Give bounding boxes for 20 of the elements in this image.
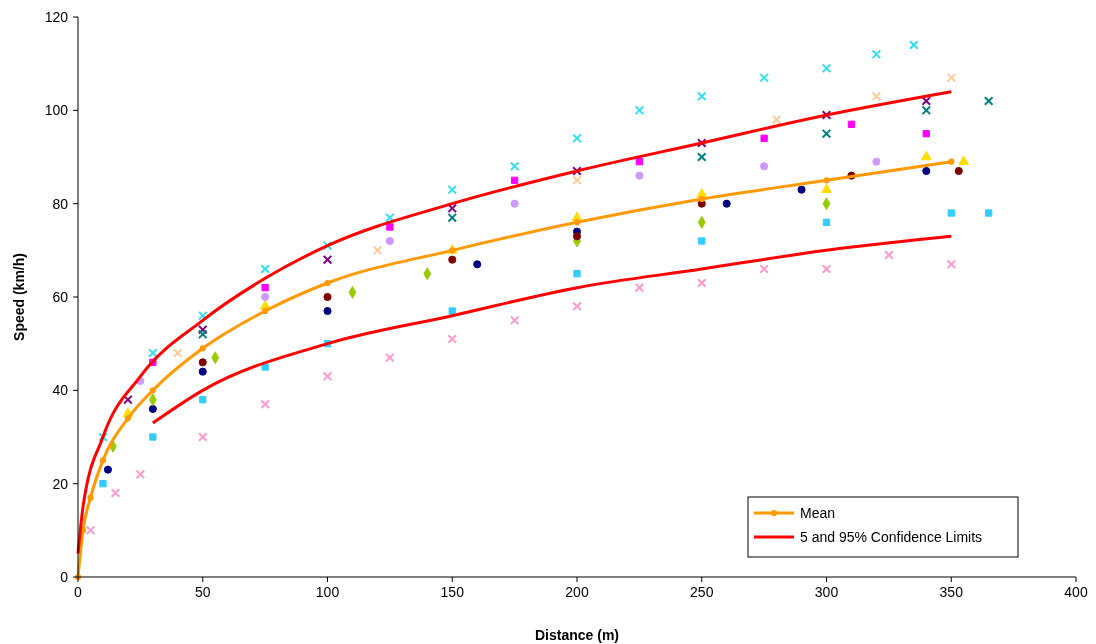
y-tick-label: 100 (44, 102, 69, 119)
x-tick-label: 250 (690, 584, 714, 600)
x-axis-title: Distance (m) (534, 627, 620, 643)
x-tick-label: 300 (814, 584, 839, 600)
y-tick-label: 120 (44, 9, 69, 25)
x-tick-label: 100 (315, 584, 340, 600)
x-tick-label: 50 (194, 584, 211, 600)
y-tick-label: 80 (52, 195, 69, 212)
x-tick-label: 400 (1064, 584, 1088, 600)
y-axis-title: Speed (km/h) (11, 253, 27, 341)
x-tick-label: 0 (74, 584, 83, 600)
y-tick-label: 20 (52, 475, 69, 492)
x-tick-label: 150 (440, 584, 465, 600)
y-tick-label: 40 (52, 382, 69, 399)
y-tick-label: 0 (60, 569, 69, 585)
legend-label: 5 and 95% Confidence Limits (800, 529, 983, 545)
legend-label: Mean (800, 505, 836, 521)
x-tick-label: 200 (565, 584, 589, 600)
y-tick-label: 60 (52, 289, 69, 305)
x-tick-label: 350 (939, 584, 964, 600)
